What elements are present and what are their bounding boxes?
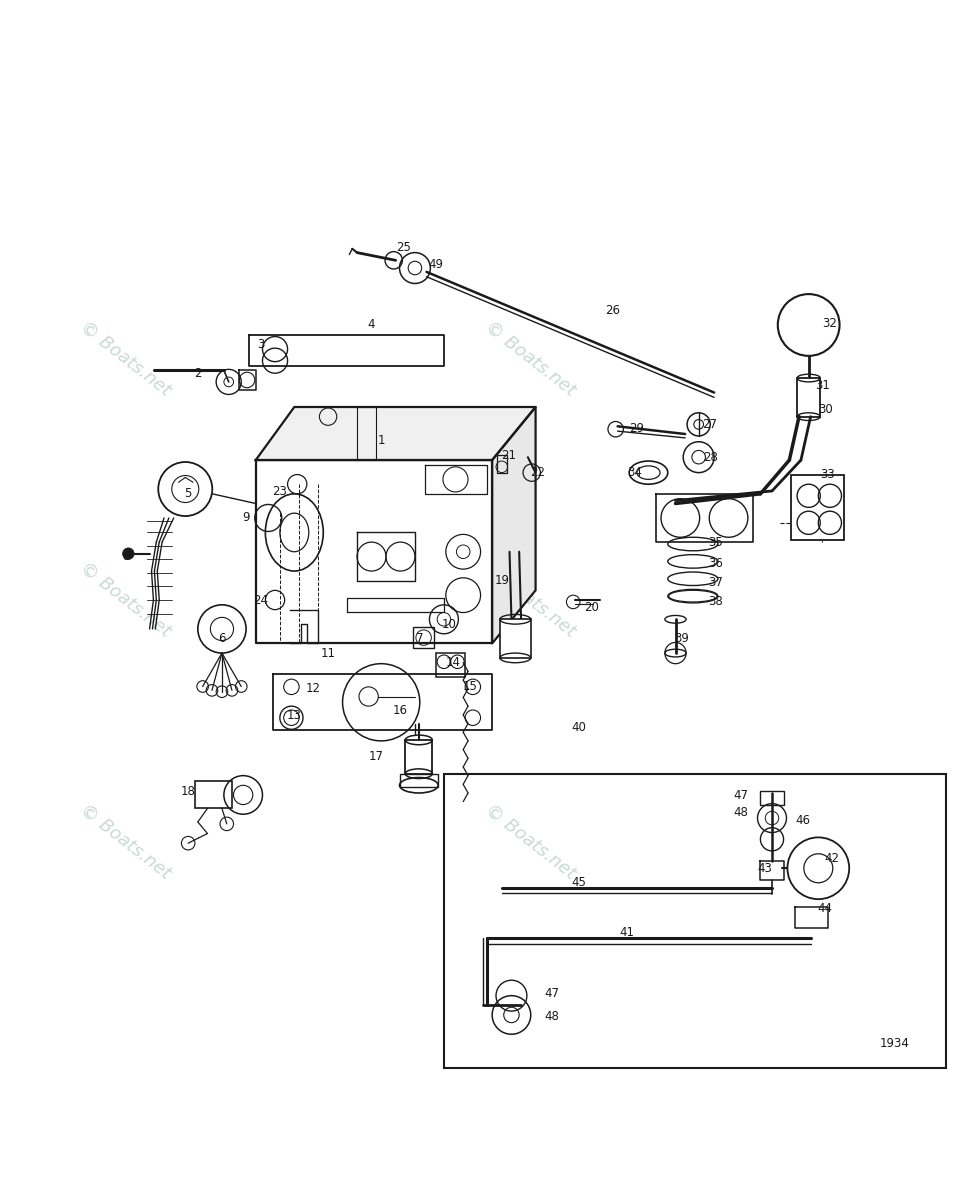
Text: 21: 21 bbox=[501, 449, 516, 462]
Text: 18: 18 bbox=[180, 785, 196, 798]
Text: 46: 46 bbox=[795, 814, 811, 827]
Text: 4: 4 bbox=[368, 318, 375, 331]
Text: 49: 49 bbox=[428, 258, 444, 271]
Text: 26: 26 bbox=[605, 304, 620, 317]
Text: 32: 32 bbox=[822, 317, 838, 330]
Text: 23: 23 bbox=[272, 486, 288, 498]
Text: 43: 43 bbox=[758, 862, 773, 875]
Bar bbox=[436, 653, 465, 677]
Text: 19: 19 bbox=[494, 575, 510, 587]
Text: 33: 33 bbox=[820, 468, 836, 481]
Text: 38: 38 bbox=[708, 595, 724, 608]
Text: 17: 17 bbox=[369, 750, 384, 763]
Text: 35: 35 bbox=[708, 535, 724, 548]
Text: 2: 2 bbox=[194, 367, 202, 379]
Text: 34: 34 bbox=[627, 466, 643, 479]
Polygon shape bbox=[492, 407, 536, 643]
Bar bbox=[400, 774, 438, 787]
Text: 42: 42 bbox=[824, 852, 840, 865]
Text: 10: 10 bbox=[441, 618, 456, 631]
Text: 16: 16 bbox=[393, 704, 408, 718]
Bar bbox=[791, 474, 844, 540]
Circle shape bbox=[123, 548, 134, 559]
Text: 48: 48 bbox=[733, 806, 749, 818]
Text: 40: 40 bbox=[571, 721, 587, 734]
Text: © Boats.net: © Boats.net bbox=[76, 559, 175, 641]
Text: 30: 30 bbox=[817, 403, 833, 416]
Text: 27: 27 bbox=[702, 418, 717, 431]
Text: 44: 44 bbox=[817, 902, 833, 916]
Bar bbox=[405, 740, 432, 774]
Polygon shape bbox=[256, 460, 492, 643]
Text: 9: 9 bbox=[242, 511, 250, 524]
Text: 14: 14 bbox=[446, 656, 461, 670]
Polygon shape bbox=[656, 494, 753, 542]
Text: 7: 7 bbox=[416, 632, 424, 646]
Text: 48: 48 bbox=[544, 1010, 560, 1024]
Text: 37: 37 bbox=[708, 576, 724, 589]
Text: 29: 29 bbox=[629, 421, 645, 434]
Text: 13: 13 bbox=[287, 709, 302, 722]
Bar bbox=[413, 628, 434, 648]
Text: 24: 24 bbox=[253, 594, 268, 606]
Text: 6: 6 bbox=[218, 632, 226, 646]
Text: 28: 28 bbox=[703, 451, 718, 463]
Text: © Boats.net: © Boats.net bbox=[76, 318, 175, 400]
Text: 11: 11 bbox=[320, 647, 336, 660]
Text: © Boats.net: © Boats.net bbox=[76, 800, 175, 882]
Text: 3: 3 bbox=[257, 337, 264, 350]
Bar bbox=[444, 774, 946, 1068]
Text: 36: 36 bbox=[708, 557, 724, 570]
Bar bbox=[797, 378, 820, 416]
Text: 45: 45 bbox=[571, 876, 587, 889]
Polygon shape bbox=[273, 674, 492, 731]
Text: 22: 22 bbox=[530, 466, 545, 479]
Bar bbox=[500, 619, 531, 658]
Text: 25: 25 bbox=[396, 241, 411, 254]
Text: 31: 31 bbox=[814, 379, 830, 392]
Text: © Boats.net: © Boats.net bbox=[482, 318, 580, 400]
Text: © Boats.net: © Boats.net bbox=[482, 559, 580, 641]
Text: 15: 15 bbox=[462, 680, 478, 694]
Text: 1934: 1934 bbox=[880, 1037, 909, 1050]
Text: 8: 8 bbox=[122, 550, 129, 563]
Text: 5: 5 bbox=[184, 487, 192, 500]
Polygon shape bbox=[256, 407, 536, 460]
Text: 41: 41 bbox=[620, 926, 635, 940]
Bar bbox=[195, 781, 232, 809]
Text: 12: 12 bbox=[306, 683, 321, 695]
Text: 1: 1 bbox=[377, 434, 385, 448]
Text: 39: 39 bbox=[674, 632, 689, 646]
Text: 47: 47 bbox=[544, 988, 560, 1001]
Text: 20: 20 bbox=[584, 601, 599, 614]
Text: 47: 47 bbox=[733, 790, 749, 803]
Bar bbox=[760, 791, 784, 804]
Text: © Boats.net: © Boats.net bbox=[482, 800, 580, 882]
